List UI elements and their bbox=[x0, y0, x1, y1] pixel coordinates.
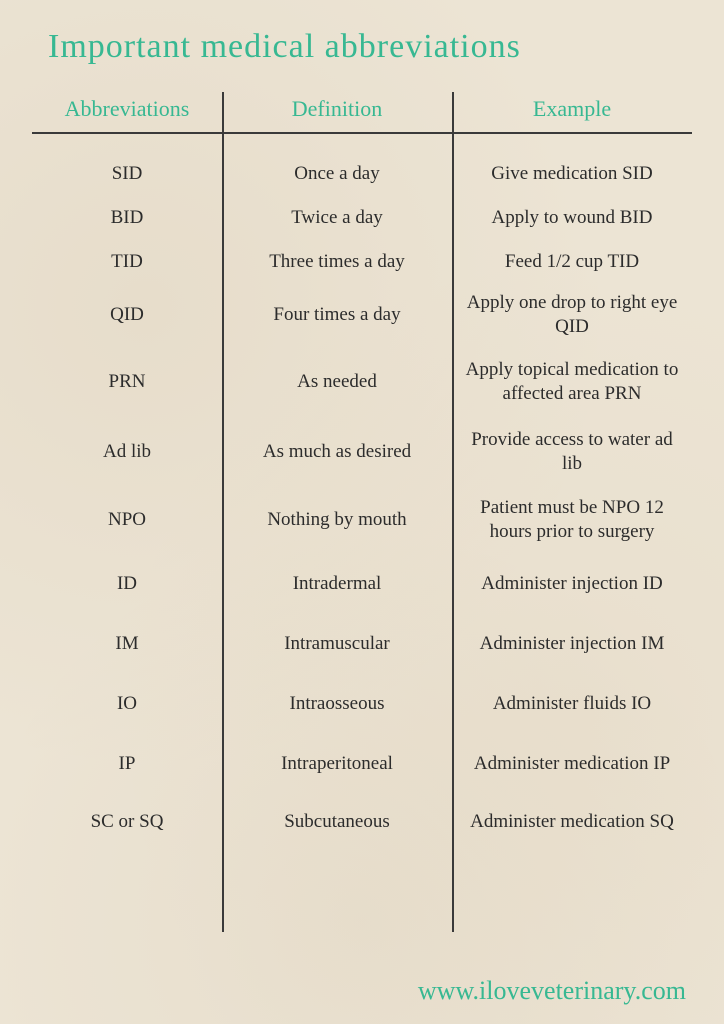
cell-definition: As needed bbox=[222, 346, 452, 418]
cell-example: Administer medication SQ bbox=[452, 794, 692, 850]
cell-abbrev: ID bbox=[32, 554, 222, 614]
cell-example: Apply one drop to right eye QID bbox=[452, 284, 692, 346]
cell-definition: Intramuscular bbox=[222, 614, 452, 674]
cell-example: Administer injection IM bbox=[452, 614, 692, 674]
cell-example: Administer fluids IO bbox=[452, 674, 692, 734]
cell-example: Administer medication IP bbox=[452, 734, 692, 794]
cell-abbrev: IO bbox=[32, 674, 222, 734]
cell-abbrev: SID bbox=[32, 152, 222, 196]
footer-url: www.iloveveterinary.com bbox=[418, 976, 686, 1006]
cell-definition: As much as desired bbox=[222, 418, 452, 486]
cell-example: Provide access to water ad lib bbox=[452, 418, 692, 486]
cell-definition: Intraperitoneal bbox=[222, 734, 452, 794]
table-row: NPONothing by mouthPatient must be NPO 1… bbox=[32, 486, 692, 554]
table-row: SC or SQSubcutaneousAdminister medicatio… bbox=[32, 794, 692, 850]
column-divider-1 bbox=[222, 92, 224, 932]
cell-example: Patient must be NPO 12 hours prior to su… bbox=[452, 486, 692, 554]
cell-definition: Intraosseous bbox=[222, 674, 452, 734]
cell-abbrev: QID bbox=[32, 284, 222, 346]
cell-abbrev: PRN bbox=[32, 346, 222, 418]
cell-definition: Subcutaneous bbox=[222, 794, 452, 850]
cell-definition: Nothing by mouth bbox=[222, 486, 452, 554]
table-header-row: Abbreviations Definition Example bbox=[32, 96, 692, 132]
cell-definition: Twice a day bbox=[222, 196, 452, 240]
cell-abbrev: NPO bbox=[32, 486, 222, 554]
table-row: Ad libAs much as desiredProvide access t… bbox=[32, 418, 692, 486]
cell-example: Feed 1/2 cup TID bbox=[452, 240, 692, 284]
table-row: SIDOnce a dayGive medication SID bbox=[32, 152, 692, 196]
header-definition: Definition bbox=[222, 96, 452, 122]
column-divider-2 bbox=[452, 92, 454, 932]
table-row: IPIntraperitonealAdminister medication I… bbox=[32, 734, 692, 794]
table-row: QIDFour times a dayApply one drop to rig… bbox=[32, 284, 692, 346]
page-title: Important medical abbreviations bbox=[0, 0, 724, 66]
cell-abbrev: TID bbox=[32, 240, 222, 284]
table-row: TIDThree times a dayFeed 1/2 cup TID bbox=[32, 240, 692, 284]
table-row: IDIntradermalAdminister injection ID bbox=[32, 554, 692, 614]
cell-definition: Three times a day bbox=[222, 240, 452, 284]
table-row: IMIntramuscularAdminister injection IM bbox=[32, 614, 692, 674]
table-row: IOIntraosseousAdminister fluids IO bbox=[32, 674, 692, 734]
abbrev-table: Abbreviations Definition Example SIDOnce… bbox=[0, 66, 724, 850]
header-abbrev: Abbreviations bbox=[32, 96, 222, 122]
table-row: PRNAs neededApply topical medication to … bbox=[32, 346, 692, 418]
cell-abbrev: BID bbox=[32, 196, 222, 240]
cell-abbrev: IM bbox=[32, 614, 222, 674]
cell-abbrev: Ad lib bbox=[32, 418, 222, 486]
cell-example: Apply topical medication to affected are… bbox=[452, 346, 692, 418]
cell-example: Give medication SID bbox=[452, 152, 692, 196]
table-row: BIDTwice a dayApply to wound BID bbox=[32, 196, 692, 240]
cell-definition: Intradermal bbox=[222, 554, 452, 614]
cell-abbrev: SC or SQ bbox=[32, 794, 222, 850]
cell-example: Apply to wound BID bbox=[452, 196, 692, 240]
cell-definition: Once a day bbox=[222, 152, 452, 196]
cell-example: Administer injection ID bbox=[452, 554, 692, 614]
table-body: SIDOnce a dayGive medication SIDBIDTwice… bbox=[32, 134, 692, 850]
cell-abbrev: IP bbox=[32, 734, 222, 794]
cell-definition: Four times a day bbox=[222, 284, 452, 346]
header-example: Example bbox=[452, 96, 692, 122]
